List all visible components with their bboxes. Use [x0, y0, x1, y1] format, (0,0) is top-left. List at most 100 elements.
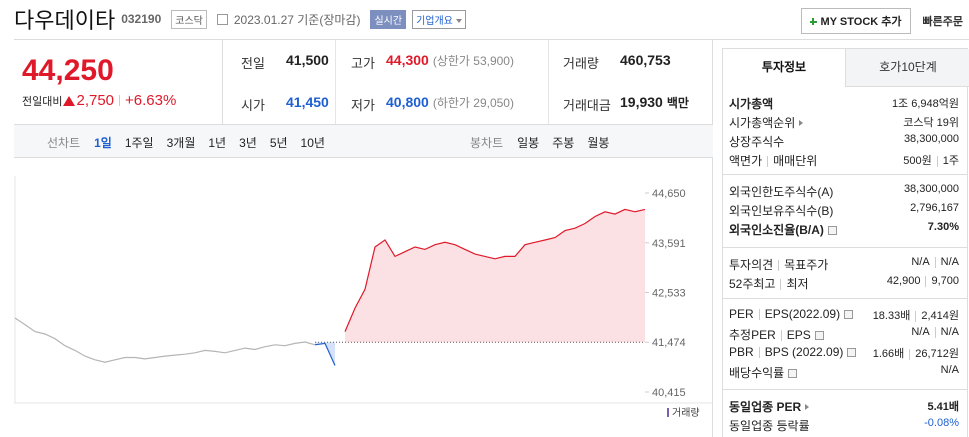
candle-tab[interactable]: 월봉 [587, 136, 610, 150]
value-part: N/A [911, 326, 930, 338]
period-tab[interactable]: 1주일 [124, 136, 154, 150]
value-part: -0.08% [924, 417, 959, 429]
stat-label: 거래량 [563, 56, 599, 71]
separator [758, 309, 760, 321]
separator [780, 330, 782, 342]
value-part: 코스닥 19위 [903, 117, 959, 129]
label-part: 상장주식수 [729, 135, 785, 149]
separator [936, 155, 938, 167]
stats-divider [335, 40, 336, 124]
value-part: 1주 [942, 155, 959, 167]
separator [780, 279, 782, 291]
help-icon [827, 226, 837, 235]
label-part: PBR [729, 345, 754, 359]
value-part: 7.30% [927, 221, 959, 233]
row-label: 동일업종 PER [729, 398, 810, 415]
stat-unit: 백만 [666, 96, 689, 110]
label-part: 액면가 [729, 154, 763, 168]
realtime-badge[interactable]: 실시간 [370, 9, 407, 29]
value-part: N/A [940, 326, 959, 338]
label-part: 52주최고 [729, 277, 776, 291]
row-value: 500원 1주 [903, 152, 959, 168]
plus-icon [809, 18, 817, 25]
row-label: 시가총액 [729, 95, 773, 112]
chart: 44,650 43,591 42,533 41,474 40,415 거래량 [14, 176, 713, 419]
stat-label: 전일 [241, 56, 265, 71]
arrow-icon [799, 120, 804, 126]
price-line [314, 342, 336, 366]
row-value: 코스닥 19위 [903, 114, 959, 130]
value-part: N/A [940, 364, 959, 376]
separator [934, 326, 936, 338]
row-value: N/A N/A [911, 256, 959, 268]
row-label: 동일업종 등락률 [729, 417, 810, 434]
mystock-button[interactable]: MY STOCK 추가 [800, 8, 911, 34]
separator [909, 348, 911, 360]
value-part: 18.33배 [872, 310, 911, 322]
row-value: 7.30% [928, 221, 959, 233]
group-rule [723, 174, 967, 175]
period-tab[interactable]: 10년 [300, 136, 325, 150]
label-part: 시가총액순위 [729, 116, 796, 130]
area-fill [315, 342, 335, 366]
row-label: 외국인한도주식수(A) [729, 183, 833, 200]
period-tab[interactable]: 1일 [94, 136, 112, 150]
overview-label: 기업개요 [416, 15, 453, 27]
header: 다우데이타 032190 코스닥 2023.01.27 기준(장마감) 실시간 기업개요 [14, 4, 466, 34]
row-label: PER EPS(2022.09) [729, 307, 854, 321]
candle-tab[interactable]: 주봉 [552, 136, 575, 150]
label-part: 배당수익률 [729, 366, 785, 380]
row-label: 상장주식수 [729, 133, 784, 150]
label-part: 시가총액 [729, 97, 774, 111]
row-value: -0.08% [924, 417, 959, 429]
y-tick-label: 42,533 [652, 287, 686, 299]
period-tab[interactable]: 3년 [239, 136, 257, 150]
help-icon [847, 348, 857, 357]
change-rate: +6.63% [125, 92, 177, 109]
help-icon [844, 310, 854, 319]
value-part: 38,300,000 [903, 133, 959, 145]
label-part: 동일업종 등락률 [729, 419, 810, 433]
stat-label: 거래대금 [563, 98, 611, 113]
group-rule [723, 389, 967, 390]
row-value: N/A [941, 364, 959, 376]
label-part: 목표주가 [784, 258, 829, 272]
y-tick-label: 43,591 [652, 238, 686, 250]
period-tab[interactable]: 1년 [208, 136, 227, 150]
label-part: 외국인보유주식수(B) [729, 204, 834, 218]
separator [925, 275, 927, 287]
overview-dropdown[interactable]: 기업개요 [412, 9, 466, 29]
label-part: 외국인한도주식수(A) [729, 185, 834, 199]
row-value: 42,900 9,700 [887, 275, 959, 287]
label-part: EPS(2022.09) [764, 307, 841, 321]
quick-order[interactable]: 빠른주문 [922, 16, 963, 28]
value-part: 2,414원 [921, 310, 959, 322]
invest-panel: 투자정보 호가10단계 시가총액 1조 6,948억원 시가총액순위 코스닥 19위 상장주… [722, 48, 969, 437]
row-label: 시가총액순위 [729, 114, 804, 131]
stat-number: 41,450 [286, 94, 329, 110]
period-tab[interactable]: 5년 [269, 136, 288, 150]
separator [778, 260, 780, 272]
invest-tab[interactable]: 호가10단계 [845, 49, 969, 87]
label-part: 외국인소진율(B/A) [729, 223, 824, 237]
stat-value: 40,800 (하한가 29,050) [386, 94, 514, 111]
stat-label: 시가 [241, 98, 265, 113]
change-row: 전일대비 2,750 +6.63% [22, 92, 176, 110]
stat-number: 460,753 [620, 52, 671, 68]
period-tab[interactable]: 3개월 [166, 136, 196, 150]
date: 2023.01.27 기준(장마감) [233, 12, 361, 27]
stock-code: 032190 [121, 12, 162, 26]
change-label: 전일대비 [22, 96, 63, 108]
stat-value: 460,753 [620, 52, 671, 68]
group-rule [723, 247, 967, 248]
value-part: 500원 [903, 155, 932, 167]
line-chart-label: 선차트 [47, 136, 81, 150]
chart-tabs: 선차트 1일 1주일 3개월 1년 3년 5년 10년 봉차트 일봉 주봉 월봉 [14, 124, 713, 158]
y-tick-label: 41,474 [652, 337, 686, 349]
help-icon [788, 369, 798, 378]
value-part: 2,796,167 [910, 202, 959, 214]
candle-tab[interactable]: 일봉 [517, 136, 540, 150]
invest-tab[interactable]: 투자정보 [761, 60, 807, 74]
candle-tabs: 봉차트 일봉 주봉 월봉 [470, 134, 622, 151]
